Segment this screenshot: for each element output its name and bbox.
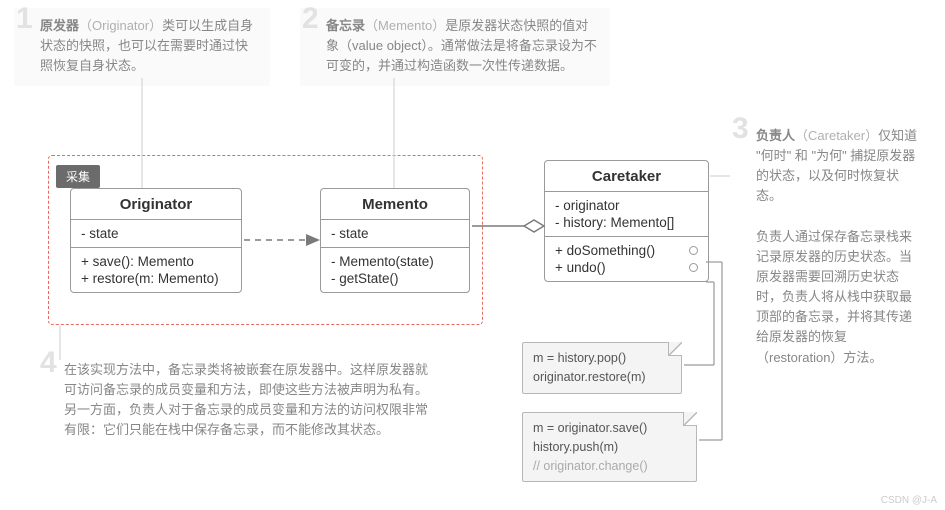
code-comment: // originator.change() [533,457,686,476]
desc-num-3: 3 [732,112,749,146]
uml-method: - Memento(state) [331,253,459,270]
uml-field: - history: Memento[] [555,214,698,231]
desc-num-1: 1 [16,2,33,36]
uml-field: - originator [555,197,698,214]
uml-method: + undo() [555,259,698,276]
uml-field: - state [81,225,231,242]
watermark: CSDN @J-A [881,495,937,506]
code-line: history.push(m) [533,438,686,457]
uml-originator: Originator - state + save(): Memento + r… [70,188,242,293]
uml-caretaker: Caretaker - originator - history: Mement… [544,160,709,282]
code-line: m = originator.save() [533,419,686,438]
uml-method: - getState() [331,270,459,287]
note-fold-icon [668,342,682,356]
uml-originator-title: Originator [71,189,241,220]
code-note-do: m = originator.save() history.push(m) //… [522,412,697,482]
uml-field: - state [331,225,459,242]
uml-memento: Memento - state - Memento(state) - getSt… [320,188,470,293]
code-line: originator.restore(m) [533,368,671,387]
code-note-undo: m = history.pop() originator.restore(m) [522,342,682,394]
desc-num-2: 2 [302,2,319,36]
uml-caretaker-title: Caretaker [545,161,708,192]
desc-block-2: 2 备忘录（Memento）是原发器状态快照的值对象（value object）… [300,8,610,86]
desc-text-4: 在该实现方法中，备忘录类将被嵌套在原发器中。这样原发器就可访问备忘录的成员变量和… [64,360,436,441]
desc-text-3: 负责人（Caretaker）仅知道 "何时" 和 "为何" 捕捉原发器的状态，以… [756,126,918,368]
uml-memento-title: Memento [321,189,469,220]
uml-method: + restore(m: Memento) [81,270,231,287]
desc-num-4: 4 [40,346,57,380]
desc-text-1: 原发器（Originator）类可以生成自身状态的快照，也可以在需要时通过快照恢… [40,16,258,76]
desc-text-2: 备忘录（Memento）是原发器状态快照的值对象（value object）。通… [326,16,598,76]
uml-method: + doSomething() [555,242,698,259]
collect-badge[interactable]: 采集 [56,165,100,188]
note-fold-icon [683,412,697,426]
link-circle-icon [689,246,698,255]
uml-method: + save(): Memento [81,253,231,270]
code-line: m = history.pop() [533,349,671,368]
link-circle-icon [689,263,698,272]
desc-block-1: 1 原发器（Originator）类可以生成自身状态的快照，也可以在需要时通过快… [14,8,270,86]
desc-block-4: 4 在该实现方法中，备忘录类将被嵌套在原发器中。这样原发器就可访问备忘录的成员变… [38,352,448,451]
desc-block-3: 3 负责人（Caretaker）仅知道 "何时" 和 "为何" 捕捉原发器的状态… [730,118,930,378]
